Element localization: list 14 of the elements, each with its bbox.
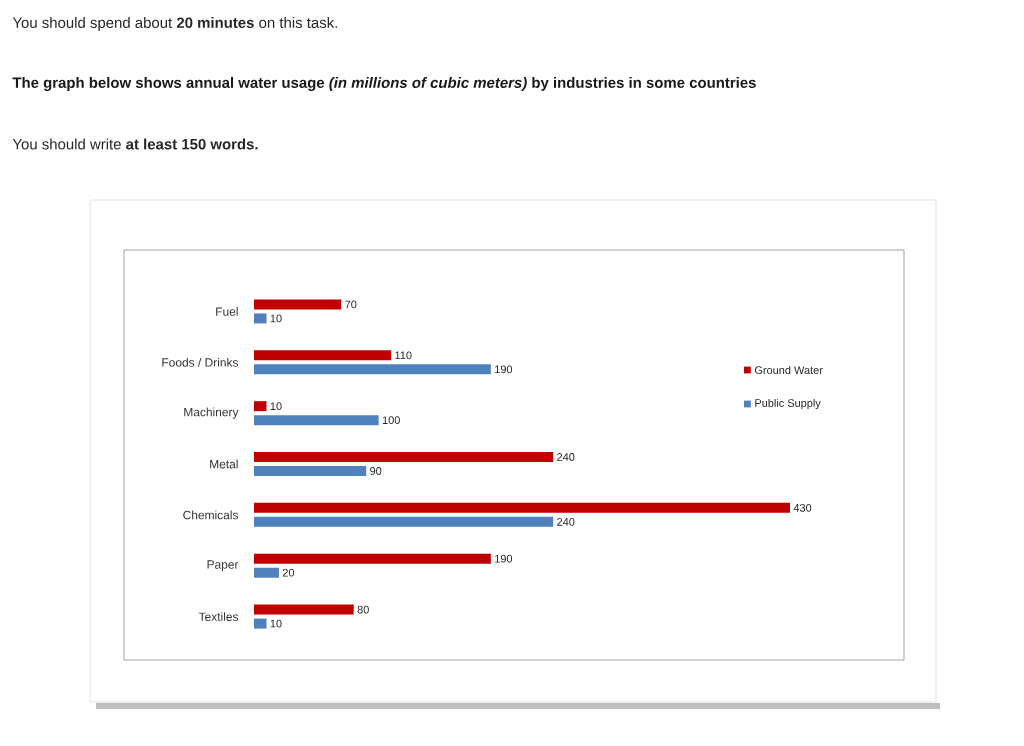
- bar: [254, 401, 267, 412]
- bar: [254, 452, 554, 463]
- bar: [254, 516, 554, 527]
- bar: [254, 350, 392, 361]
- bar: [254, 415, 379, 426]
- bar: [254, 618, 267, 629]
- bar: [254, 502, 790, 513]
- bar: [254, 604, 354, 615]
- bar: [254, 567, 279, 578]
- bar: [254, 299, 342, 310]
- bar: [254, 553, 491, 564]
- bar: [254, 364, 491, 375]
- bar: [254, 313, 267, 324]
- bar: [254, 466, 367, 477]
